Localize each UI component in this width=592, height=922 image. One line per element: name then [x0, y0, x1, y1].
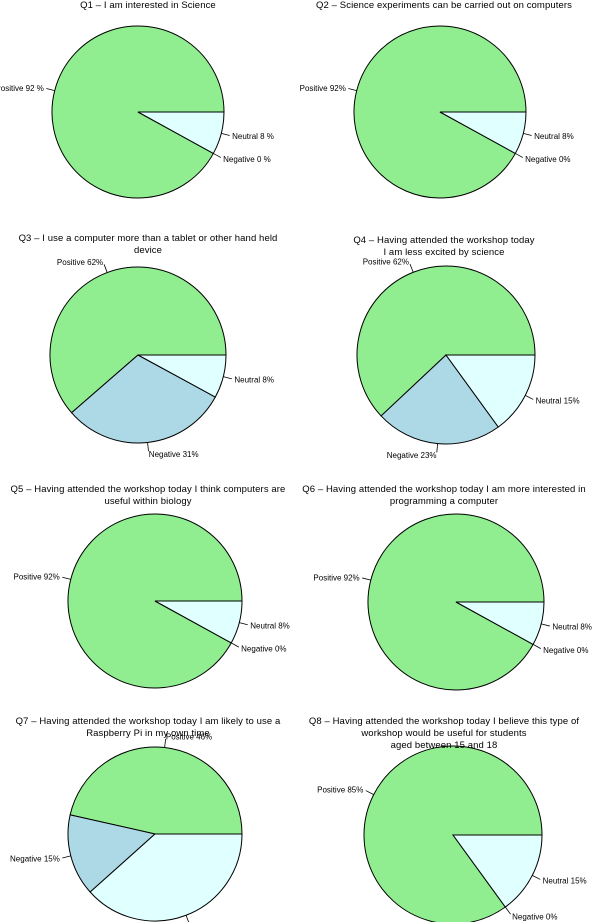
- chart-title-line: Q7 – Having attended the workshop today …: [15, 716, 281, 727]
- slice-leader-line: [409, 263, 414, 273]
- pie-chart-q1: Positive 92 % Negative 0 % Neutral 8 %: [0, 25, 274, 199]
- chart-title-q3: Q3 – I use a computer more than a tablet…: [0, 233, 298, 257]
- slice-leader-line: [164, 738, 167, 748]
- pie-chart-q2: Positive 92% Negative 0% Neutral 8%: [300, 25, 574, 199]
- slice-label-negative: Negative 0%: [512, 912, 557, 921]
- slice-leader-line: [362, 577, 371, 581]
- pie-chart-q4: Positive 62% Negative 23% Neutral 15%: [356, 257, 580, 460]
- slice-label-positive: Positive 85%: [317, 785, 363, 794]
- slice-label-positive: Positive 92%: [313, 573, 359, 582]
- slice-label-neutral: Neutral 8%: [534, 132, 574, 141]
- chart-title-q8: Q8 – Having attended the workshop today …: [294, 716, 592, 752]
- slice-leader-line: [504, 906, 511, 915]
- pie-slice-neutral: [439, 111, 527, 155]
- pie-slice-neutral: [137, 111, 225, 155]
- slice-leader-line: [103, 264, 108, 273]
- pie-slice-neutral: [455, 601, 545, 646]
- slice-label-neutral: Neutral 8%: [234, 375, 274, 384]
- slice-label-neutral: Neutral 15%: [536, 397, 580, 406]
- slice-label-negative: Negative 0 %: [223, 155, 271, 164]
- pie-slice-negative: [70, 354, 217, 444]
- slice-label-neutral: Neutral 15%: [543, 877, 587, 886]
- chart-title-line: Q6 – Having attended the workshop today …: [302, 484, 586, 495]
- slice-leader-line: [532, 875, 541, 880]
- slice-leader-line: [231, 642, 240, 648]
- slice-leader-line: [185, 915, 190, 922]
- slice-label-negative: Negative 31%: [149, 450, 199, 459]
- slice-label-positive: Positive 92%: [14, 573, 60, 582]
- slice-label-negative: Negative 0%: [525, 155, 570, 164]
- pie-chart-q8: Positive 85% Negative 0% Neutral 15%: [317, 745, 587, 922]
- pie-chart-q7: Positive 46%Negative 15%Neutral 38%: [10, 732, 243, 922]
- slice-label-neutral: Neutral 8%: [250, 621, 290, 630]
- chart-title-q4: Q4 – Having attended the workshop today I…: [294, 235, 592, 259]
- chart-title-line: useful within biology: [104, 496, 192, 507]
- slice-label-positive: Positive 92%: [300, 84, 346, 93]
- pie-chart-q3: Positive 62% Negative 31% Neutral 8%: [49, 258, 274, 459]
- slice-leader-line: [223, 376, 232, 380]
- slice-leader-line: [525, 395, 534, 400]
- slice-leader-line: [213, 153, 222, 158]
- pie-chart-q6: Positive 92% Negative 0% Neutral 8%: [313, 513, 592, 691]
- slice-label-negative: Negative 0%: [241, 644, 286, 653]
- pie-slice-positive: [69, 746, 243, 835]
- slice-leader-line: [532, 644, 542, 649]
- slice-leader-line: [62, 576, 71, 580]
- slice-label-negative: Negative 0%: [543, 646, 588, 655]
- slice-leader-line: [221, 133, 230, 136]
- slice-leader-line: [436, 443, 439, 453]
- pie-chart-q5: Positive 92% Negative 0% Neutral 8%: [14, 513, 290, 689]
- slice-leader-line: [523, 133, 532, 136]
- slice-leader-line: [515, 153, 524, 158]
- chart-title-line: Q2 – Science experiments can be carried …: [316, 0, 572, 11]
- chart-title-line: Raspberry Pi in my own time: [86, 728, 210, 739]
- chart-title-line: programming a computer: [389, 496, 499, 507]
- slice-label-positive: Positive 46%: [166, 732, 212, 741]
- slice-label-positive: Positive 92 %: [0, 84, 44, 93]
- slice-label-neutral: Neutral 8 %: [232, 132, 274, 141]
- chart-title-line: Q3 – I use a computer more than a tablet…: [18, 233, 278, 244]
- pie-slice-neutral: [89, 833, 243, 922]
- chart-title-line: Q8 – Having attended the workshop today …: [308, 716, 580, 727]
- pie-slice-neutral: [452, 834, 543, 908]
- slice-label-negative: Negative 23%: [387, 451, 437, 460]
- chart-title-q5: Q5 – Having attended the workshop today …: [0, 484, 298, 508]
- chart-title-line: Q4 – Having attended the workshop today: [353, 235, 535, 246]
- chart-title-line: I am less excited by science: [383, 247, 505, 258]
- slice-leader-line: [46, 88, 55, 91]
- chart-title-q1: Q1 – I am interested in Science: [0, 0, 298, 12]
- slice-leader-line: [62, 855, 71, 859]
- slice-leader-line: [365, 790, 374, 795]
- slice-leader-line: [348, 88, 357, 91]
- chart-title-q2: Q2 – Science experiments can be carried …: [294, 0, 592, 12]
- chart-title-q6: Q6 – Having attended the workshop today …: [294, 484, 592, 508]
- slice-leader-line: [147, 442, 149, 452]
- pie-slice-neutral: [154, 600, 243, 644]
- pie-slice-negative: [67, 814, 157, 893]
- chart-title-line: Q1 – I am interested in Science: [80, 0, 216, 11]
- chart-title-line: aged between 15 and 18: [390, 740, 498, 751]
- slice-label-neutral: Neutral 8%: [552, 623, 592, 632]
- chart-title-line: device: [133, 245, 163, 256]
- pie-slice-positive: [356, 265, 536, 417]
- pie-slice-neutral: [445, 354, 536, 428]
- slice-leader-line: [541, 623, 550, 627]
- pie-slice-positive: [363, 745, 543, 922]
- slice-leader-line: [239, 622, 248, 626]
- slice-label-positive: Positive 62%: [57, 258, 103, 267]
- slice-label-positive: Positive 62%: [363, 257, 409, 266]
- chart-title-q7: Q7 – Having attended the workshop today …: [0, 716, 298, 740]
- slice-label-negative: Negative 15%: [10, 855, 60, 864]
- chart-title-line: workshop would be useful for students: [361, 728, 527, 739]
- chart-title-line: Q5 – Having attended the workshop today …: [10, 484, 286, 495]
- pie-slice-negative: [380, 354, 500, 445]
